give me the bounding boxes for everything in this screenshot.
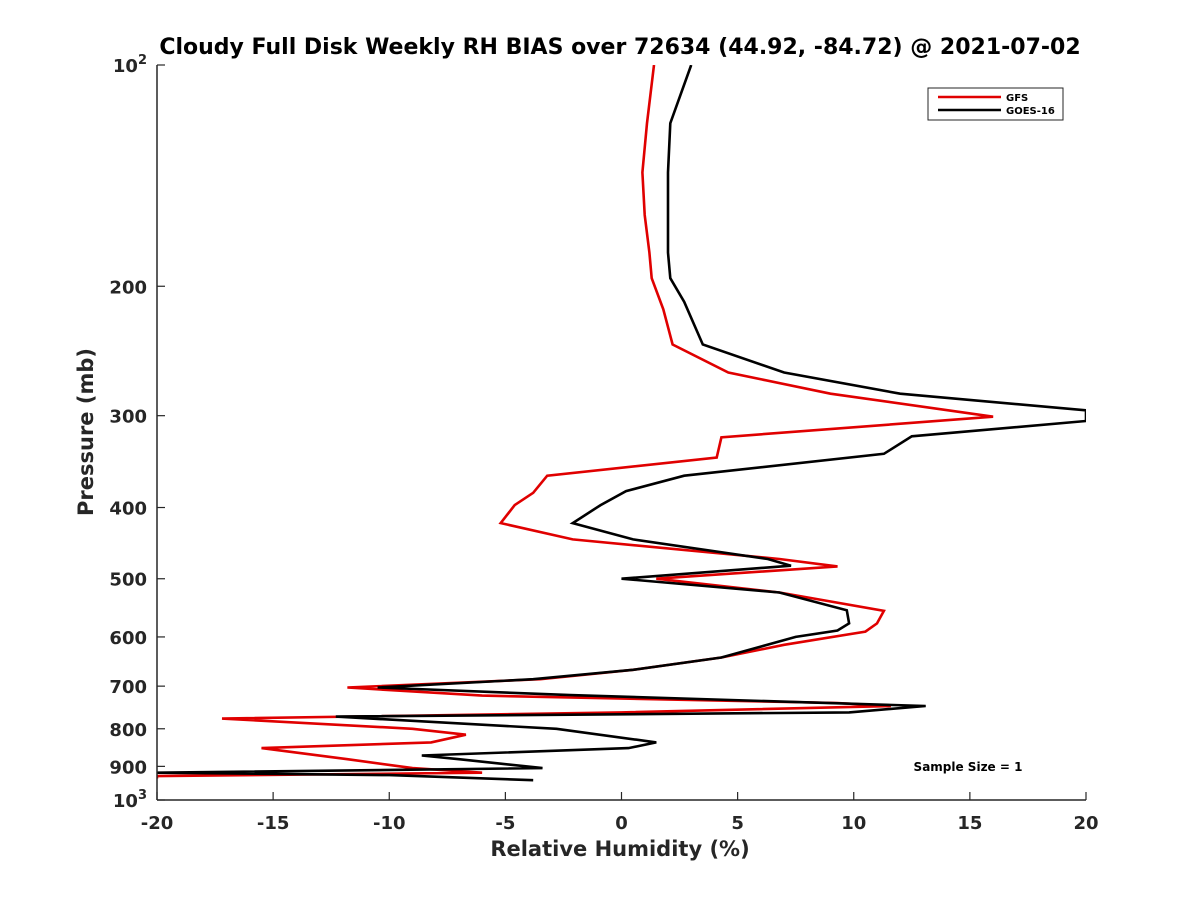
y-tick-label: 600 (109, 628, 147, 649)
y-tick-label: 400 (109, 499, 147, 520)
x-tick-label: -10 (373, 813, 406, 834)
y-tick-label: 103 (113, 788, 147, 812)
y-axis-label: Pressure (mb) (74, 348, 98, 516)
x-tick-label: 20 (1073, 813, 1098, 834)
series-layer (157, 65, 1086, 782)
legend-label-goes-16: GOES-16 (1006, 106, 1055, 117)
x-tick-label: -5 (495, 813, 515, 834)
sample-size-annotation: Sample Size = 1 (914, 760, 1023, 774)
y-tick-label: 300 (109, 407, 147, 428)
legend-box (927, 87, 1064, 121)
x-axis-label: Relative Humidity (%) (490, 837, 749, 861)
x-tick-label: 15 (957, 813, 982, 834)
y-tick-label: 200 (109, 277, 147, 298)
y-tick-label: 900 (109, 757, 147, 778)
y-tick-label: 102 (113, 53, 147, 77)
x-tick-label: 10 (841, 813, 866, 834)
y-tick-label: 800 (109, 720, 147, 741)
series-line-goes-16 (157, 65, 1086, 782)
legend: GFS GOES-16 (927, 87, 1064, 121)
y-tick-label: 500 (109, 570, 147, 591)
chart-title: Cloudy Full Disk Weekly RH BIAS over 726… (159, 35, 1080, 60)
x-tick-label: 0 (615, 813, 628, 834)
y-tick-label: 700 (109, 677, 147, 698)
series-line-gfs (157, 65, 994, 779)
x-tick-label: 5 (731, 813, 744, 834)
axes-layer: -20 -15 -10 -5 0 5 10 15 20 102 200 300 400 500 600 700… (109, 53, 1098, 834)
x-tick-label: -20 (141, 813, 174, 834)
legend-label-gfs: GFS (1006, 93, 1028, 104)
x-tick-label: -15 (257, 813, 290, 834)
